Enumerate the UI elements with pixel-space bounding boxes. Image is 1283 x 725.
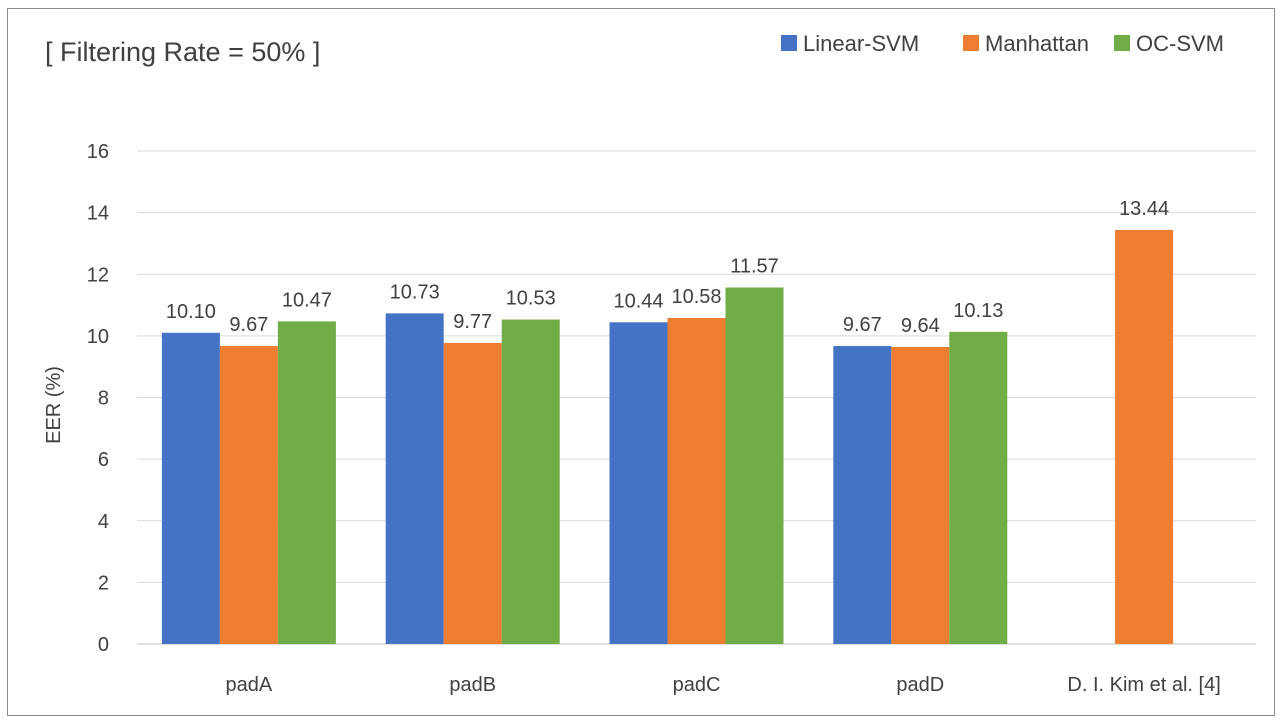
- data-label: 10.73: [390, 281, 440, 303]
- bar: [725, 287, 784, 644]
- data-labels: 10.10 9.67 10.47 10.73 9.77 10.53 10.44 10.58 11…: [166, 198, 1169, 337]
- data-label: 9.67: [843, 314, 882, 336]
- bar: [385, 313, 444, 644]
- chart-frame: [ Filtering Rate = 50% ] 0 2 4 6 8 10 12 14 16 E…: [7, 8, 1275, 716]
- bar: [277, 321, 336, 644]
- bar: [667, 318, 726, 644]
- legend: Linear-SVM Manhattan OC-SVM: [781, 31, 1224, 56]
- bar: [501, 319, 560, 644]
- bar: [891, 346, 950, 644]
- data-label: 9.67: [229, 314, 268, 336]
- x-tick-label: padB: [449, 674, 496, 696]
- data-label: 10.53: [506, 288, 556, 310]
- y-axis-ticks: 0 2 4 6 8 10 12 14 16: [87, 141, 109, 656]
- y-axis-label: EER (%): [43, 366, 65, 444]
- x-tick-label: padD: [896, 674, 944, 696]
- data-label: 10.47: [282, 289, 332, 311]
- legend-label: OC-SVM: [1136, 31, 1224, 56]
- data-label: 10.10: [166, 301, 216, 323]
- bar: [609, 322, 668, 644]
- bars: [161, 229, 1174, 644]
- data-label: 10.58: [671, 286, 721, 308]
- x-tick-label: D. I. Kim et al. [4]: [1067, 674, 1220, 696]
- data-label: 11.57: [730, 255, 779, 277]
- legend-swatch: [1114, 35, 1130, 51]
- x-tick-label: padC: [673, 674, 721, 696]
- legend-label: Linear-SVM: [803, 31, 919, 56]
- y-tick-label: 2: [98, 572, 109, 594]
- bar-chart: [ Filtering Rate = 50% ] 0 2 4 6 8 10 12 14 16 E…: [43, 31, 1256, 696]
- bar: [949, 331, 1008, 644]
- y-tick-label: 6: [98, 449, 109, 471]
- y-tick-label: 8: [98, 388, 109, 410]
- bar: [219, 346, 278, 644]
- bar: [1115, 229, 1174, 644]
- legend-label: Manhattan: [985, 31, 1089, 56]
- y-tick-label: 14: [87, 203, 109, 225]
- y-tick-label: 0: [98, 634, 109, 656]
- chart-title: [ Filtering Rate = 50% ]: [45, 37, 320, 67]
- bar: [833, 346, 892, 644]
- data-label: 10.13: [953, 300, 1003, 322]
- y-tick-label: 12: [87, 264, 109, 286]
- x-tick-label: padA: [226, 674, 273, 696]
- data-label: 13.44: [1119, 198, 1169, 220]
- data-label: 9.77: [453, 311, 492, 333]
- y-tick-label: 10: [87, 326, 109, 348]
- legend-swatch: [963, 35, 979, 51]
- bar: [161, 332, 220, 644]
- legend-swatch: [781, 35, 797, 51]
- data-label: 10.44: [613, 290, 663, 312]
- y-tick-label: 4: [98, 511, 109, 533]
- y-tick-label: 16: [87, 141, 109, 163]
- data-label: 9.64: [901, 315, 940, 337]
- x-axis-ticks: padA padB padC padD D. I. Kim et al. [4]: [226, 674, 1221, 696]
- bar: [443, 342, 502, 644]
